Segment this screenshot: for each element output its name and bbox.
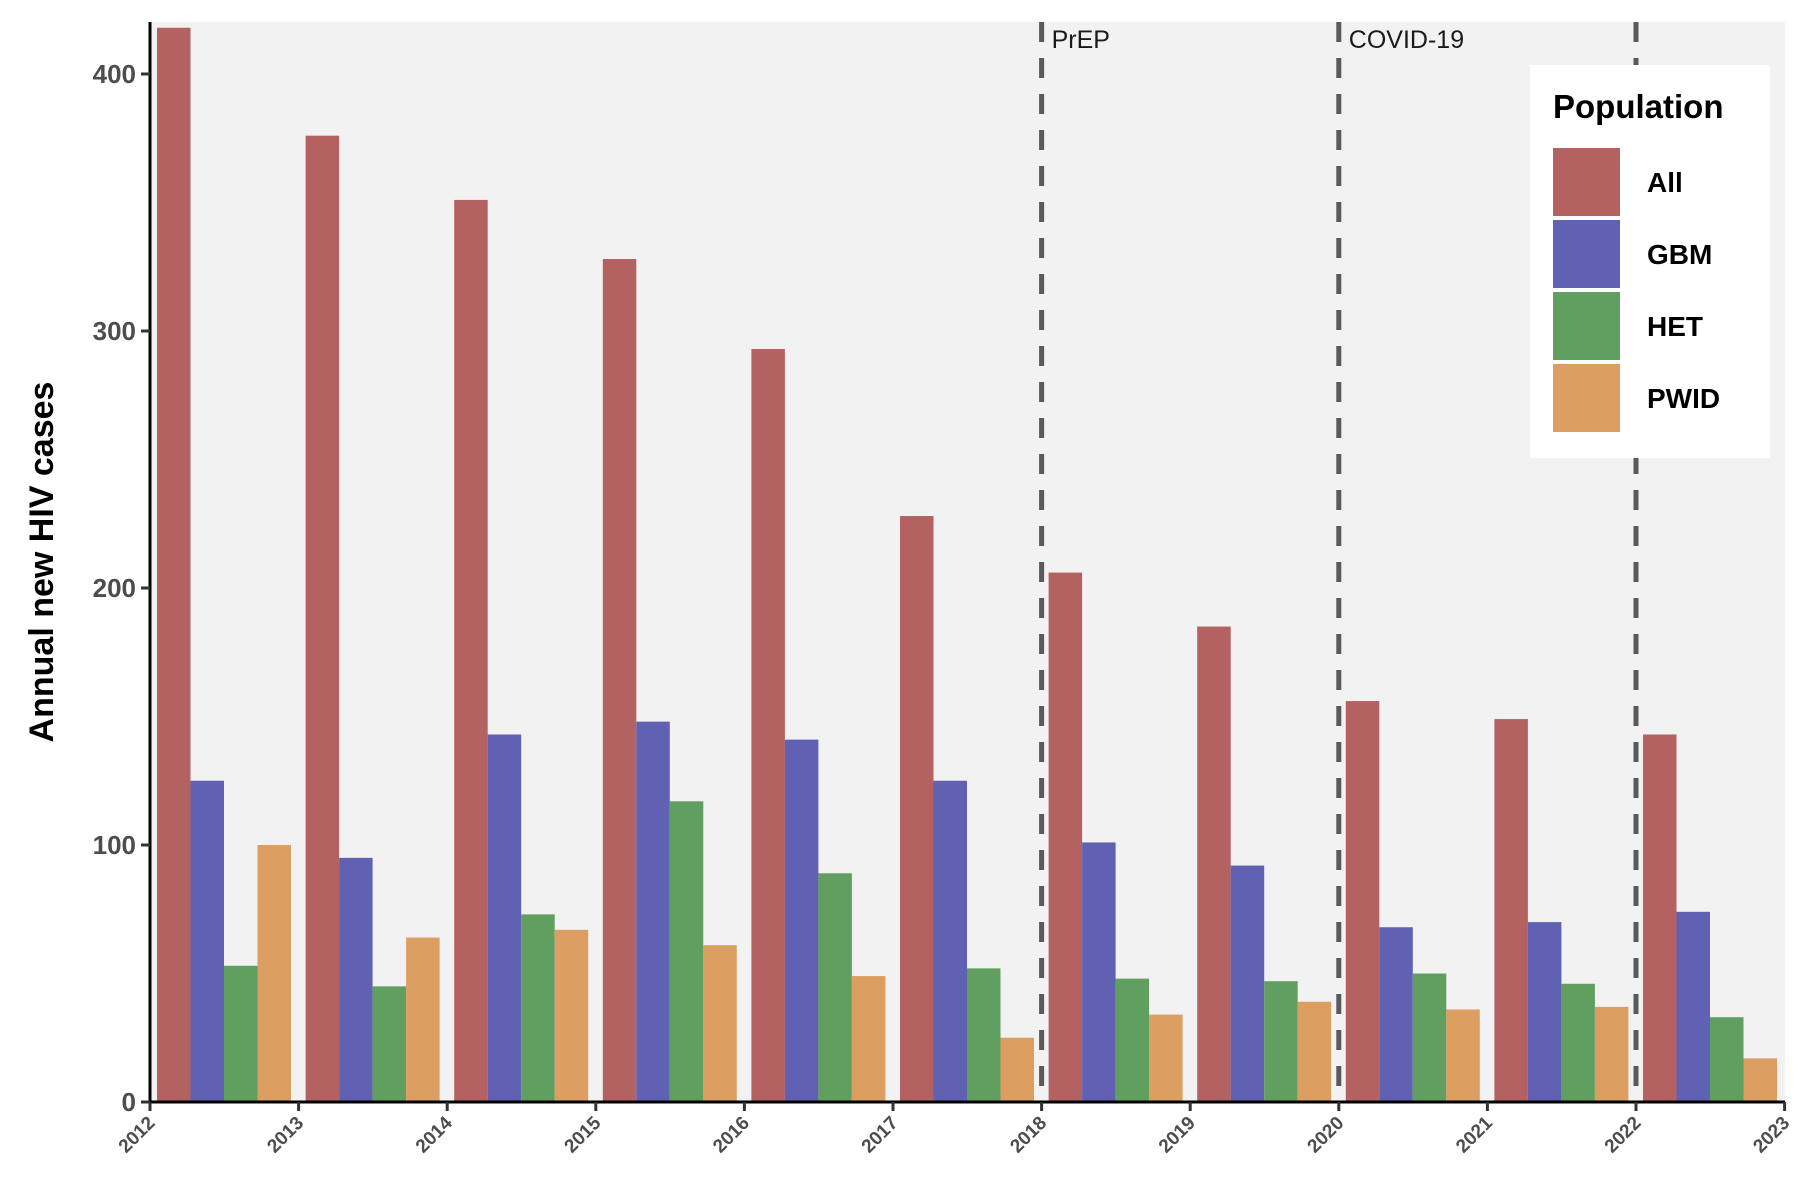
bar-all-2013 [305,135,340,1102]
bar-het-2016 [818,873,852,1102]
x-tick-label-2014: 2014 [412,1112,457,1157]
bar-het-2019 [1264,981,1298,1102]
bar-pwid-2021 [1594,1006,1629,1102]
bar-all-2022 [1643,734,1677,1102]
bar-all-2021 [1494,719,1528,1102]
bar-gbm-2019 [1230,865,1265,1102]
x-tick-label-2018: 2018 [1006,1113,1051,1158]
y-tick-label-300: 300 [93,316,136,346]
bar-all-2017 [900,516,934,1102]
bar-pwid-2018 [1149,1014,1183,1102]
bar-het-2021 [1561,983,1595,1102]
legend-label-het: HET [1647,311,1703,342]
bar-pwid-2015 [703,945,737,1102]
bar-all-2019 [1197,626,1231,1102]
y-tick-label-100: 100 [93,830,136,860]
x-tick-label-2015: 2015 [561,1112,606,1157]
legend-label-gbm: GBM [1647,239,1712,270]
bar-gbm-2020 [1379,927,1413,1102]
bar-all-2014 [454,199,488,1102]
x-tick-label-2021: 2021 [1452,1112,1497,1157]
bar-gbm-2015 [636,721,670,1102]
bars-layer [157,27,1777,1103]
bar-all-2015 [602,259,637,1102]
bar-het-2014 [521,914,555,1102]
bar-all-2016 [751,348,785,1102]
annotation-label-2020: COVID-19 [1349,26,1464,54]
bar-pwid-2013 [406,937,440,1102]
y-tick-label-200: 200 [93,573,136,603]
x-tick-label-2013: 2013 [263,1113,308,1158]
y-axis-title: Annual new HIV cases [23,382,61,743]
legend-swatch-all [1553,148,1620,216]
bar-het-2018 [1115,978,1150,1102]
annotation-label-2018: PrEP [1052,26,1110,54]
bar-gbm-2014 [487,734,522,1102]
bar-het-2013 [372,986,407,1102]
bar-pwid-2022 [1743,1058,1777,1102]
legend-swatch-pwid [1553,364,1620,432]
bar-pwid-2012 [257,845,291,1102]
bar-pwid-2019 [1297,1001,1332,1102]
legend-label-all: All [1647,167,1683,198]
bar-pwid-2020 [1446,1009,1480,1102]
bar-het-2015 [669,801,704,1102]
bar-het-2020 [1412,973,1447,1102]
bar-all-2018 [1048,572,1083,1102]
y-tick-label-400: 400 [93,59,136,89]
x-tick-label-2019: 2019 [1155,1113,1200,1158]
bar-gbm-2012 [190,780,224,1102]
bar-all-2012 [157,27,191,1103]
bar-gbm-2017 [933,780,967,1102]
bar-gbm-2021 [1527,922,1562,1102]
bar-gbm-2013 [339,857,373,1102]
bar-pwid-2016 [851,976,886,1102]
x-tick-label-2020: 2020 [1304,1113,1349,1158]
x-tick-label-2012: 2012 [115,1113,160,1158]
bar-pwid-2017 [1000,1037,1034,1102]
bar-gbm-2022 [1676,911,1710,1102]
legend-label-pwid: PWID [1647,383,1720,414]
legend-swatch-het [1553,292,1620,360]
bar-pwid-2014 [554,929,589,1102]
bar-gbm-2016 [784,739,819,1102]
bar-het-2012 [224,965,258,1102]
x-tick-label-2017: 2017 [858,1113,903,1158]
x-tick-label-2016: 2016 [709,1113,754,1158]
legend: Population All GBM HET PWID [1530,65,1770,458]
legend-title: Population [1553,88,1723,125]
bar-all-2020 [1345,701,1380,1102]
y-tick-label-0: 0 [122,1087,136,1117]
x-tick-label-2023: 2023 [1749,1113,1794,1158]
bar-het-2022 [1710,1017,1744,1102]
x-tick-label-2022: 2022 [1601,1113,1646,1158]
bar-gbm-2018 [1082,842,1116,1102]
legend-swatch-gbm [1553,220,1620,288]
bar-het-2017 [967,968,1001,1102]
